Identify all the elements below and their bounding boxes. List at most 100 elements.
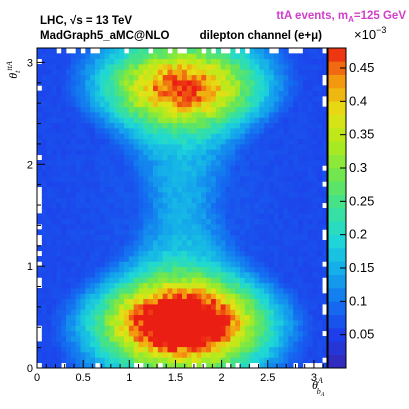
heatmap-cell <box>278 304 284 310</box>
heatmap-cell <box>298 352 304 358</box>
heatmap-cell <box>177 133 183 140</box>
heatmap-cell <box>143 218 149 225</box>
heatmap-cell <box>51 304 57 310</box>
heatmap-cell <box>182 154 188 161</box>
heatmap-cell <box>133 144 139 150</box>
heatmap-cell <box>46 74 52 81</box>
heatmap-cell <box>138 64 144 70</box>
heatmap-cell <box>124 330 130 337</box>
heatmap-cell <box>46 330 52 337</box>
heatmap-cell <box>95 282 101 289</box>
heatmap-cell <box>293 229 299 236</box>
heatmap-cell <box>90 314 96 321</box>
heatmap-cell <box>172 80 178 86</box>
heatmap-cell <box>51 309 57 316</box>
heatmap-cell <box>302 234 309 241</box>
heatmap-cell <box>90 266 96 273</box>
heatmap-cell <box>307 224 313 230</box>
heatmap-cell <box>240 272 246 278</box>
heatmap-cell <box>298 160 304 166</box>
heatmap-cell <box>143 208 149 214</box>
heatmap-cell <box>153 64 159 70</box>
heatmap-cell <box>66 362 72 369</box>
heatmap-cell <box>138 234 144 241</box>
heatmap-cell <box>206 160 212 166</box>
heatmap-cell <box>288 122 294 129</box>
heatmap-cell <box>85 106 91 113</box>
heatmap-cell <box>124 218 130 225</box>
heatmap-cell <box>186 346 193 353</box>
heatmap-cell <box>307 170 313 177</box>
heatmap-cell <box>191 186 197 193</box>
heatmap-cell <box>138 133 144 140</box>
heatmap-cell <box>104 170 110 177</box>
heatmap-cell <box>37 106 43 113</box>
heatmap-cell <box>293 160 299 166</box>
heatmap-cell <box>167 176 173 182</box>
heatmap-cell <box>109 261 115 268</box>
heatmap-cell <box>157 112 164 118</box>
heatmap-cell <box>317 117 323 124</box>
heatmap-cell <box>220 266 226 273</box>
heatmap-cell <box>157 240 164 246</box>
heatmap-cell <box>230 117 236 124</box>
heatmap-cell <box>114 112 120 118</box>
heatmap-cell <box>104 309 110 316</box>
heatmap-cell <box>133 314 139 321</box>
heatmap-cell <box>312 304 318 310</box>
heatmap-cell <box>61 133 67 140</box>
heatmap-cell <box>172 293 178 300</box>
heatmap-cell <box>157 224 164 230</box>
heatmap-cell <box>80 149 86 156</box>
heatmap-cell <box>220 96 226 102</box>
heatmap-cell <box>51 144 57 150</box>
heatmap-cell <box>278 96 284 102</box>
heatmap-cell <box>46 346 52 353</box>
heatmap-cell <box>143 117 149 124</box>
heatmap-cell <box>51 346 57 353</box>
heatmap-cell <box>70 165 77 172</box>
heatmap-cell <box>278 85 284 92</box>
heatmap-cell <box>191 240 197 246</box>
heatmap-cell <box>293 266 299 273</box>
heatmap-cell <box>302 176 309 182</box>
heatmap-cell <box>182 186 188 193</box>
heatmap-cell <box>322 106 328 113</box>
heatmap-cell <box>99 229 106 236</box>
heatmap-cell <box>317 197 323 204</box>
heatmap-cell <box>61 298 67 305</box>
heatmap-cell <box>95 213 101 220</box>
heatmap-cell <box>206 138 212 145</box>
heatmap-cell <box>273 240 280 246</box>
heatmap-cell <box>249 245 255 252</box>
heatmap-cell <box>85 357 91 364</box>
heatmap-cell <box>186 261 193 268</box>
heatmap-cell <box>128 122 135 129</box>
heatmap-cell <box>186 282 193 289</box>
heatmap-cell <box>235 96 241 102</box>
heatmap-cell <box>177 245 183 252</box>
colorbar-step <box>328 88 346 102</box>
heatmap-cell <box>302 282 309 289</box>
heatmap-cell <box>153 117 159 124</box>
heatmap-cell <box>182 149 188 156</box>
heatmap-cell <box>182 320 188 326</box>
heatmap-cell <box>259 154 265 161</box>
heatmap-cell <box>273 170 280 177</box>
heatmap-cell <box>177 293 183 300</box>
heatmap-cell <box>104 96 110 102</box>
heatmap-cell <box>99 336 106 342</box>
heatmap-cell <box>235 53 241 60</box>
heatmap-cell <box>215 293 222 300</box>
heatmap-cell <box>177 282 183 289</box>
heatmap-cell <box>167 277 173 284</box>
heatmap-cell <box>211 64 217 70</box>
heatmap-cell <box>230 202 236 209</box>
heatmap-cell <box>206 336 212 342</box>
x-tick-label: 1 <box>126 372 132 384</box>
heatmap-cell <box>206 341 212 348</box>
heatmap-cell <box>230 346 236 353</box>
heatmap-cell <box>225 213 231 220</box>
y-axis-subscript: t <box>13 70 22 73</box>
heatmap-cell <box>307 133 313 140</box>
